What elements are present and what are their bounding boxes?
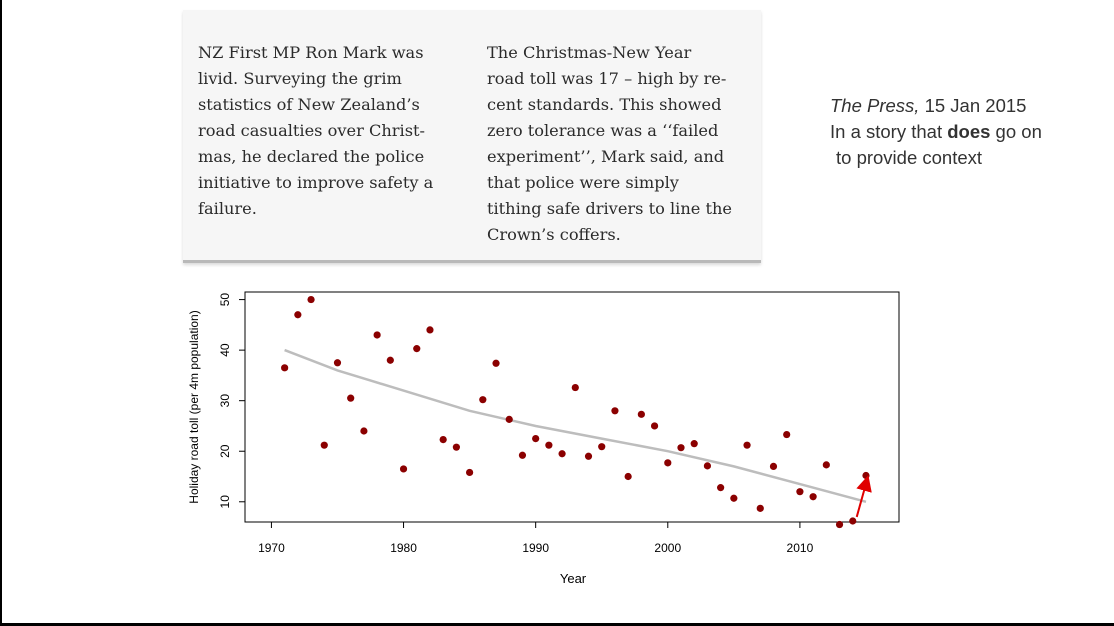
data-point <box>399 465 408 473</box>
data-point <box>584 452 593 460</box>
caption-line-2: In a story that does go on <box>830 119 1042 145</box>
data-point <box>558 450 566 458</box>
data-point <box>598 443 606 451</box>
data-point <box>756 504 764 512</box>
data-point <box>862 471 870 480</box>
data-point <box>505 415 513 423</box>
clipping-line: Crown’s coffers. <box>487 225 621 244</box>
source-caption: The Press, 15 Jan 2015 In a story that d… <box>830 93 1042 171</box>
clipping-line: The Christmas-New Year <box>487 43 692 62</box>
data-point <box>571 383 579 392</box>
data-point <box>360 427 368 435</box>
data-point <box>624 472 632 481</box>
clipping-line: tithing safe drivers to line the <box>487 199 733 218</box>
y-axis: 10 20 30 40 50 <box>218 293 245 509</box>
x-tick-label: 2010 <box>787 541 814 555</box>
clipping-column-2: The Christmas-New Year road toll was 17 … <box>487 40 732 248</box>
clipping-line: that police were simply <box>487 173 679 192</box>
data-point <box>333 359 342 367</box>
annotation-arrow <box>855 475 872 518</box>
clipping-line: road toll was 17 – high by re- <box>487 69 727 88</box>
y-tick-label: 20 <box>218 444 232 458</box>
clipping-line: NZ First MP Ron Mark was <box>198 43 424 62</box>
trend-line <box>284 348 867 504</box>
caption-source: The Press, <box>830 95 920 116</box>
frame-left-border <box>0 0 2 626</box>
x-tick-label: 1970 <box>258 541 285 555</box>
data-point <box>743 441 751 449</box>
caption-text-post: go on <box>990 121 1042 142</box>
data-point <box>849 517 857 525</box>
data-point <box>769 462 778 470</box>
y-tick-label: 10 <box>218 495 232 509</box>
x-axis-label: Year <box>560 571 587 586</box>
data-point <box>532 434 540 443</box>
clipping-line: road casualties over Christ- <box>198 121 425 140</box>
x-tick-label: 1980 <box>390 541 417 555</box>
data-point <box>518 451 527 459</box>
caption-emphasis: does <box>947 121 991 142</box>
clipping-column-1: NZ First MP Ron Mark was livid. Surveyin… <box>198 40 433 222</box>
data-point <box>347 394 355 402</box>
data-point <box>439 436 447 444</box>
caption-date: 15 Jan 2015 <box>919 95 1027 116</box>
data-point <box>783 430 791 439</box>
clipping-line: failure. <box>198 199 257 218</box>
caption-line-3: to provide context <box>836 147 983 168</box>
data-point <box>809 493 817 501</box>
data-point <box>492 359 500 367</box>
data-point <box>452 443 460 451</box>
x-tick-label: 1990 <box>522 541 549 555</box>
clipping-line: experiment’’, Mark said, and <box>487 147 725 166</box>
clipping-line: mas, he declared the police <box>198 147 425 166</box>
data-point <box>466 468 474 477</box>
frame-bottom-border <box>0 623 1114 626</box>
data-point <box>677 444 685 452</box>
data-point <box>690 440 698 448</box>
data-point <box>637 410 645 418</box>
data-point <box>717 484 725 492</box>
clipping-line: initiative to improve safety a <box>198 173 434 192</box>
data-point <box>664 459 672 467</box>
data-point <box>545 441 553 449</box>
x-axis: 1970 1980 1990 2000 2010 <box>258 522 814 555</box>
caption-line-1: The Press, 15 Jan 2015 <box>830 93 1042 119</box>
data-point <box>730 494 738 502</box>
data-point <box>822 461 830 469</box>
data-point <box>307 295 315 304</box>
data-point <box>320 441 328 449</box>
data-points <box>281 295 870 529</box>
data-point <box>281 364 289 372</box>
y-tick-label: 40 <box>218 343 232 357</box>
data-point <box>413 345 421 353</box>
y-tick-label: 50 <box>218 293 232 307</box>
plot-frame <box>244 291 900 523</box>
data-point <box>835 520 844 529</box>
data-point <box>294 311 302 319</box>
y-axis-label: Holiday road toll (per 4m population) <box>187 310 201 503</box>
data-point <box>611 407 619 415</box>
data-point <box>373 331 381 339</box>
data-point <box>703 462 712 470</box>
clipping-line: livid. Surveying the grim <box>198 69 402 88</box>
data-point <box>386 356 394 364</box>
caption-text-pre: In a story that <box>830 121 948 142</box>
clipping-line: statistics of New Zealand’s <box>198 95 420 114</box>
x-tick-label: 2000 <box>654 541 681 555</box>
data-point <box>479 396 487 404</box>
y-tick-label: 30 <box>218 394 232 408</box>
clipping-line: cent standards. This showed <box>487 95 722 114</box>
clipping-line: zero tolerance was a ‘‘failed <box>487 121 719 140</box>
data-point <box>796 488 804 496</box>
newspaper-clipping: NZ First MP Ron Mark was livid. Surveyin… <box>183 10 761 263</box>
data-point <box>426 326 434 334</box>
data-point <box>650 422 659 430</box>
